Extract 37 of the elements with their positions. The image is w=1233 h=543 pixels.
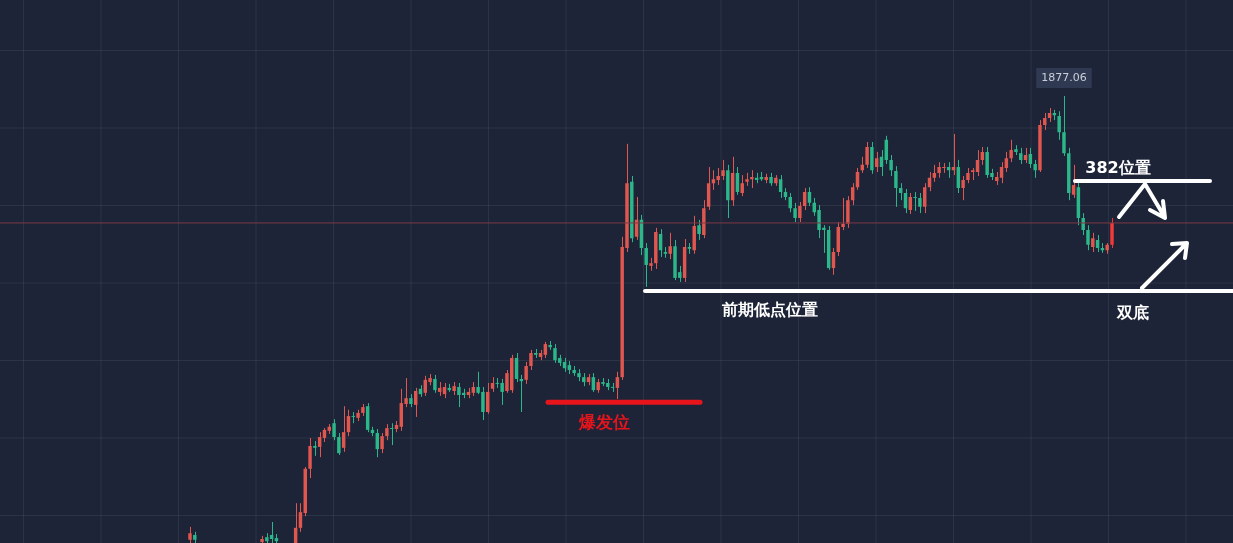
ref-line-label: 前期低点位置 xyxy=(721,300,818,320)
candlestick xyxy=(894,165,898,208)
candlestick xyxy=(457,382,461,408)
candlestick xyxy=(500,378,504,406)
candlestick xyxy=(1009,139,1013,163)
ref-line-label: 382位置 xyxy=(1085,158,1151,178)
candlestick xyxy=(961,175,965,201)
candlestick xyxy=(524,361,528,385)
candlestick xyxy=(721,159,725,181)
candlestick xyxy=(1110,217,1114,249)
candlestick xyxy=(913,191,917,212)
candlestick xyxy=(697,219,701,241)
candlestick xyxy=(1086,224,1090,251)
candlestick xyxy=(337,432,341,456)
candlestick xyxy=(793,202,797,223)
candlestick xyxy=(495,377,500,389)
candlestick xyxy=(529,349,533,371)
candlestick xyxy=(308,437,312,479)
candlestick xyxy=(553,343,557,364)
candlestick xyxy=(841,197,845,231)
candlestick xyxy=(644,242,648,288)
candlestick xyxy=(351,411,355,424)
ref-line-label: 爆发位 xyxy=(577,411,630,432)
candlestick xyxy=(889,154,893,177)
text: 双底 xyxy=(1116,303,1149,323)
candlestick xyxy=(798,201,802,223)
candlestick xyxy=(332,418,336,441)
candlestick xyxy=(846,195,850,229)
candlestick xyxy=(668,232,672,260)
candlestick xyxy=(918,192,922,214)
candlestick xyxy=(865,141,869,169)
candlestick xyxy=(380,432,384,454)
annotation: 1877.06 xyxy=(1041,71,1087,85)
candlestick xyxy=(870,141,874,175)
candlestick xyxy=(1057,110,1061,141)
candlestick xyxy=(1062,95,1066,157)
candlestick xyxy=(1091,232,1095,253)
